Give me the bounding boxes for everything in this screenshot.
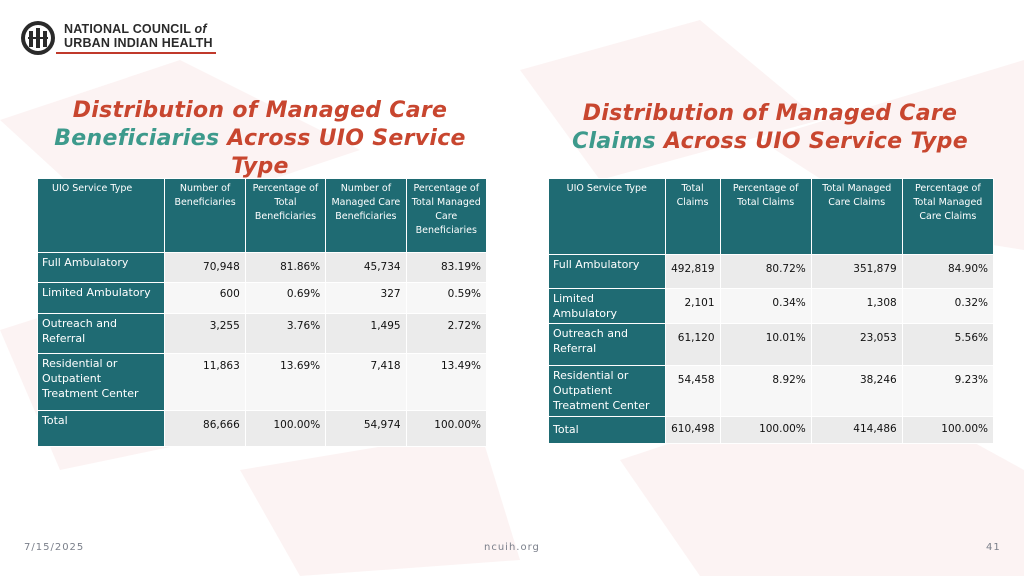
row-label: Total [36, 410, 166, 447]
column-header: Percentage of Total Beneficiaries [244, 178, 327, 253]
table-row: Full Ambulatory 70,948 81.86% 45,734 83.… [36, 252, 488, 283]
table-cell: 600 [164, 282, 246, 314]
table-cell: 0.32% [901, 288, 995, 324]
table-row: Limited Ambulatory 2,101 0.34% 1,308 0.3… [548, 288, 995, 324]
beneficiaries-table: UIO Service Type Number of Beneficiaries… [36, 178, 488, 447]
table-cell: 86,666 [164, 410, 246, 447]
right-title-line1: Distribution of Managed Care [582, 101, 958, 126]
table-cell: 1,308 [810, 288, 903, 324]
row-label: Outreach and Referral [36, 313, 166, 354]
column-header: UIO Service Type [548, 178, 666, 255]
column-header: Number of Managed Care Beneficiaries [325, 178, 407, 253]
table-row: Full Ambulatory 492,819 80.72% 351,879 8… [548, 254, 995, 289]
table-cell: 84.90% [901, 254, 995, 289]
table-cell: 8.92% [719, 365, 812, 417]
table-cell: 83.19% [405, 252, 488, 283]
table-cell: 100.00% [244, 410, 327, 447]
table-cell: 3.76% [244, 313, 327, 354]
table-cell: 0.59% [405, 282, 488, 314]
table-row: Total 86,666 100.00% 54,974 100.00% [36, 410, 488, 447]
table-cell: 9.23% [901, 365, 995, 417]
table-row: Outreach and Referral 3,255 3.76% 1,495 … [36, 313, 488, 354]
table-cell: 610,498 [664, 416, 721, 444]
row-label: Residential or Outpatient Treatment Cent… [548, 365, 666, 417]
logo-line2: URBAN INDIAN HEALTH [64, 36, 213, 50]
table-cell: 23,053 [810, 323, 903, 366]
column-header: Percentage of Total Claims [719, 178, 812, 255]
left-title-line1: Distribution of Managed Care [72, 98, 448, 123]
table-cell: 54,458 [664, 365, 721, 417]
column-header: Percentage of Total Managed Care Benefic… [405, 178, 488, 253]
logo-wordmark: NATIONAL COUNCIL of URBAN INDIAN HEALTH [64, 22, 216, 50]
left-title-rest: Across UIO Service Type [219, 126, 466, 179]
table-cell: 61,120 [664, 323, 721, 366]
table-cell: 13.49% [405, 353, 488, 411]
table-cell: 2,101 [664, 288, 721, 324]
table-row: Limited Ambulatory 600 0.69% 327 0.59% [36, 282, 488, 314]
row-label: Outreach and Referral [548, 323, 666, 366]
table-cell: 351,879 [810, 254, 903, 289]
table-cell: 1,495 [325, 313, 407, 354]
table-cell: 492,819 [664, 254, 721, 289]
column-header: UIO Service Type [36, 178, 166, 253]
left-chart-title: Distribution of Managed Care Beneficiari… [40, 97, 480, 181]
table-cell: 7,418 [325, 353, 407, 411]
column-header: Number of Beneficiaries [164, 178, 246, 253]
row-label: Total [548, 416, 666, 444]
column-header: Total Managed Care Claims [810, 178, 903, 255]
table-cell: 327 [325, 282, 407, 314]
table-cell: 100.00% [719, 416, 812, 444]
right-chart-title: Distribution of Managed Care Claims Acro… [560, 100, 980, 156]
table-row: Residential or Outpatient Treatment Cent… [548, 365, 995, 417]
table-cell: 81.86% [244, 252, 327, 283]
table-cell: 11,863 [164, 353, 246, 411]
table-cell: 5.56% [901, 323, 995, 366]
table-row: Outreach and Referral 61,120 10.01% 23,0… [548, 323, 995, 366]
row-label: Residential or Outpatient Treatment Cent… [36, 353, 166, 411]
row-label: Limited Ambulatory [548, 288, 666, 324]
claims-table: UIO Service Type Total Claims Percentage… [548, 178, 995, 444]
table-cell: 38,246 [810, 365, 903, 417]
organization-logo: NATIONAL COUNCIL of URBAN INDIAN HEALTH [20, 20, 216, 56]
logo-line1-of: of [194, 22, 207, 36]
table-cell: 0.34% [719, 288, 812, 324]
table-cell: 0.69% [244, 282, 327, 314]
table-cell: 70,948 [164, 252, 246, 283]
table-cell: 10.01% [719, 323, 812, 366]
row-label: Full Ambulatory [548, 254, 666, 289]
table-cell: 100.00% [901, 416, 995, 444]
page-number: 41 [986, 542, 1001, 553]
table-cell: 80.72% [719, 254, 812, 289]
table-cell: 45,734 [325, 252, 407, 283]
table-cell: 13.69% [244, 353, 327, 411]
table-cell: 100.00% [405, 410, 488, 447]
column-header: Total Claims [664, 178, 721, 255]
footer-date: 7/15/2025 [24, 542, 85, 553]
right-title-rest: Across UIO Service Type [655, 129, 968, 154]
row-label: Full Ambulatory [36, 252, 166, 283]
table-row: Total 610,498 100.00% 414,486 100.00% [548, 416, 995, 444]
left-title-teal: Beneficiaries [54, 126, 220, 151]
footer-website: ncuih.org [484, 542, 540, 553]
right-title-teal: Claims [572, 129, 656, 154]
table-cell: 3,255 [164, 313, 246, 354]
logo-line1: NATIONAL COUNCIL [64, 22, 195, 36]
table-cell: 414,486 [810, 416, 903, 444]
ncuih-emblem-icon [21, 21, 55, 55]
table-cell: 54,974 [325, 410, 407, 447]
table-cell: 2.72% [405, 313, 488, 354]
logo-underline [56, 52, 216, 54]
row-label: Limited Ambulatory [36, 282, 166, 314]
column-header: Percentage of Total Managed Care Claims [901, 178, 995, 255]
table-row: Residential or Outpatient Treatment Cent… [36, 353, 488, 411]
